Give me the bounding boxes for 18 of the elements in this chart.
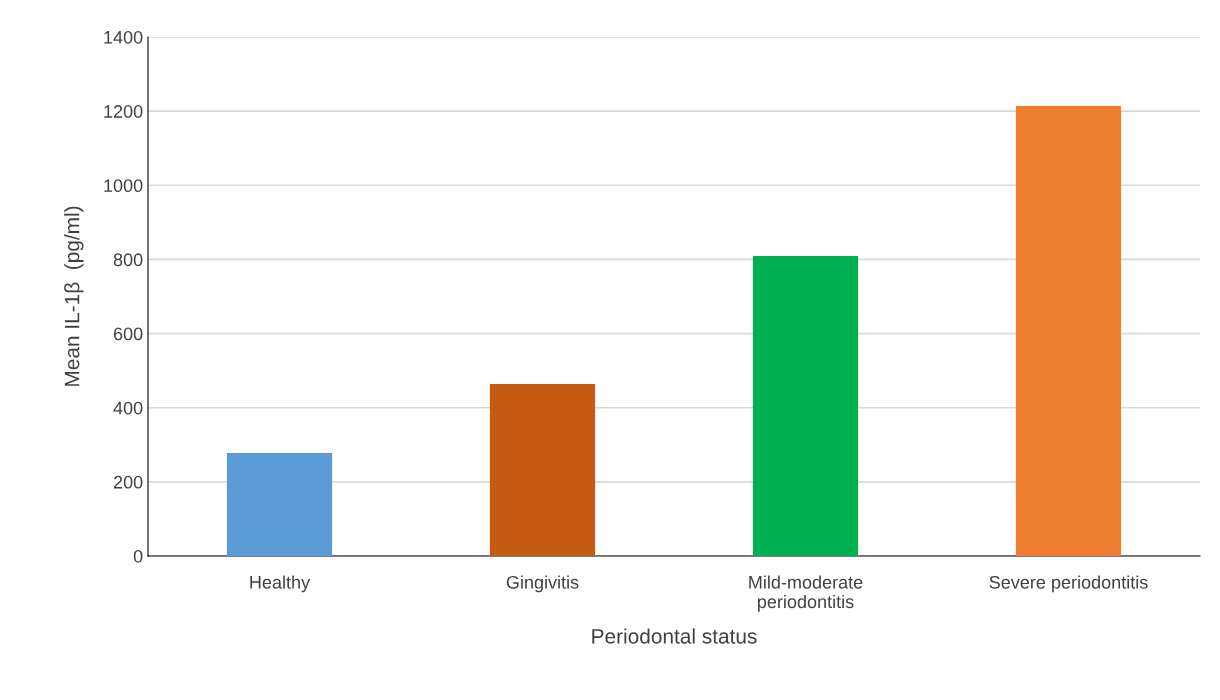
x-axis-title: Periodontal status [592, 628, 757, 644]
y-tick-label: 200 [113, 475, 143, 489]
x-tick-label: Healthy [250, 575, 311, 593]
bar [226, 452, 333, 556]
x-tick-label: Gingivitis [506, 575, 579, 593]
y-tick-label: 400 [113, 401, 143, 415]
y-tick-label: 1400 [104, 30, 143, 44]
y-tick-label: 800 [113, 253, 143, 267]
y-axis-title: Mean IL-1β (pg/ml) [64, 206, 84, 386]
bar [1015, 105, 1122, 556]
bar [489, 383, 596, 556]
x-tick-label: Mild-moderate periodontitis [749, 575, 863, 612]
x-tick-label: Severe periodontitis [989, 575, 1148, 593]
y-tick-label: 600 [113, 327, 143, 341]
bar [752, 256, 859, 556]
y-tick-label: 0 [133, 549, 143, 563]
y-tick-label: 1200 [104, 105, 143, 118]
y-tick-label: 1000 [104, 179, 143, 193]
